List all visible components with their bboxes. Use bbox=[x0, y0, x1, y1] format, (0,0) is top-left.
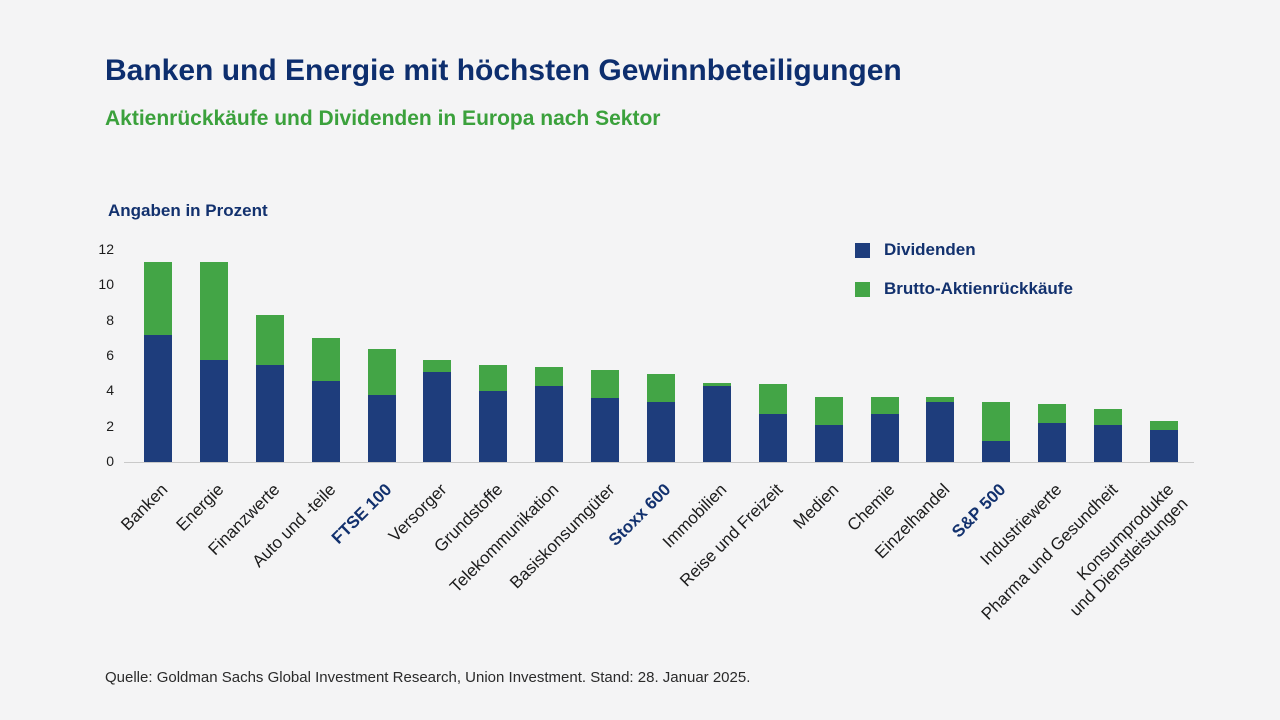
legend-label-buybacks: Brutto-Aktienrückkäufe bbox=[884, 279, 1073, 298]
bar-segment-dividenden bbox=[758, 414, 787, 462]
bar-segment-dividenden bbox=[199, 359, 228, 462]
bar-segment-buybacks bbox=[982, 401, 1011, 441]
unit-label: Angaben in Prozent bbox=[108, 201, 268, 220]
bar-segment-dividenden bbox=[702, 386, 731, 462]
bar-segment-dividenden bbox=[926, 401, 955, 462]
y-axis-tick-label: 8 bbox=[106, 311, 114, 328]
x-axis-line bbox=[124, 462, 1194, 463]
bar-segment-dividenden bbox=[143, 334, 172, 462]
bar-segment-buybacks bbox=[423, 359, 452, 372]
bar-segment-buybacks bbox=[758, 384, 787, 415]
legend-swatch-green bbox=[855, 281, 870, 297]
bar-segment-dividenden bbox=[814, 424, 843, 462]
bar-segment-dividenden bbox=[535, 386, 564, 462]
legend-item-buybacks: Brutto-Aktienrückkäufe bbox=[855, 279, 1073, 299]
bar-segment-buybacks bbox=[1038, 403, 1067, 424]
plot-area bbox=[124, 250, 1194, 463]
bar-segment-dividenden bbox=[1150, 430, 1179, 462]
bar-segment-dividenden bbox=[255, 364, 284, 462]
bar-segment-dividenden bbox=[1094, 424, 1123, 462]
y-axis-tick-label: 6 bbox=[106, 347, 114, 363]
bar-segment-buybacks bbox=[479, 364, 508, 392]
bar-segment-dividenden bbox=[423, 371, 452, 462]
legend-label-dividenden: Dividenden bbox=[884, 240, 976, 259]
bar-segment-buybacks bbox=[926, 396, 955, 402]
legend: Dividenden Brutto-Aktienrückkäufe bbox=[855, 240, 1073, 318]
bar-segment-dividenden bbox=[647, 401, 675, 462]
bar-segment-buybacks bbox=[702, 382, 731, 387]
bar-segment-dividenden bbox=[982, 440, 1011, 462]
bar-segment-dividenden bbox=[591, 398, 620, 462]
y-axis-tick-label: 12 bbox=[98, 241, 114, 257]
source-note: Quelle: Goldman Sachs Global Investment … bbox=[105, 669, 751, 686]
y-axis-tick-label: 4 bbox=[106, 382, 114, 399]
bar-segment-buybacks bbox=[1094, 409, 1123, 425]
bar-segment-dividenden bbox=[1038, 423, 1067, 462]
bar-segment-buybacks bbox=[311, 338, 340, 381]
bar-segment-dividenden bbox=[870, 414, 899, 462]
bar-segment-buybacks bbox=[647, 373, 675, 402]
bar-segment-buybacks bbox=[591, 370, 620, 399]
x-axis-labels: Banken Energie Finanzwerte Auto und -teile F… bbox=[117, 474, 1192, 684]
bar-segment-dividenden bbox=[367, 394, 396, 462]
bar-segment-buybacks bbox=[535, 366, 564, 387]
y-axis-tick-label: 10 bbox=[98, 276, 114, 293]
page-title: Banken und Energie mit höchsten Gewinnbe… bbox=[105, 54, 902, 87]
legend-swatch-blue bbox=[855, 242, 870, 258]
y-axis-tick-label: 0 bbox=[106, 453, 114, 469]
y-axis-labels: 0 2 4 6 8 10 12 bbox=[84, 241, 122, 480]
bar-segment-buybacks bbox=[1150, 421, 1179, 431]
bar-segment-buybacks bbox=[870, 396, 899, 415]
y-axis-tick-label: 2 bbox=[106, 417, 114, 434]
legend-item-dividenden: Dividenden bbox=[855, 240, 1073, 260]
bar-segment-dividenden bbox=[479, 391, 508, 462]
bar-segment-dividenden bbox=[311, 380, 340, 462]
page-subtitle: Aktienrückkäufe und Dividenden in Europa… bbox=[105, 107, 661, 130]
bar-segment-buybacks bbox=[199, 262, 228, 360]
bar-segment-buybacks bbox=[367, 348, 396, 395]
bar-segment-buybacks bbox=[814, 396, 843, 425]
bar-segment-buybacks bbox=[255, 315, 284, 365]
bar-segment-buybacks bbox=[143, 262, 172, 335]
